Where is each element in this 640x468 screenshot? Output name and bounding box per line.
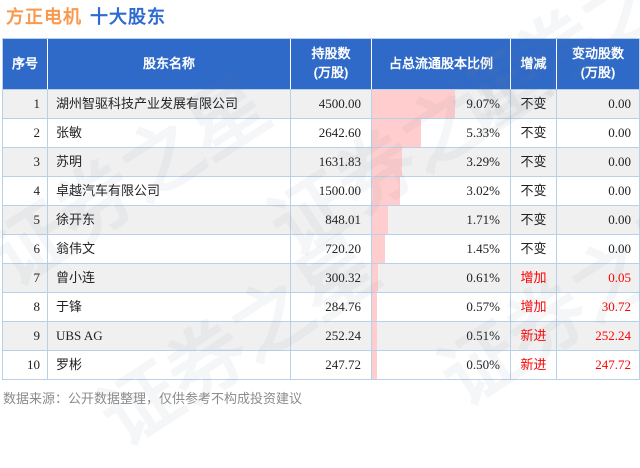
cell-change-direction: 不变 (511, 119, 557, 147)
cell-shares-held: 1500.00 (291, 177, 372, 205)
table-row: 4 卓越汽车有限公司 1500.00 3.02% 不变 0.00 (3, 176, 639, 205)
cell-shareholder-name: UBS AG (48, 322, 291, 350)
cell-percent-of-float: 3.02% (372, 177, 511, 205)
percent-bar (372, 119, 422, 147)
cell-shareholder-name: 罗彬 (48, 351, 291, 379)
table-row: 3 苏明 1631.83 3.29% 不变 0.00 (3, 147, 639, 176)
cell-shares-held: 720.20 (291, 235, 372, 263)
percent-bar (372, 293, 378, 321)
cell-change-shares: 30.72 (601, 299, 631, 314)
cell-shares-held: 300.32 (291, 264, 372, 292)
table-row: 5 徐开东 848.01 1.71% 不变 0.00 (3, 205, 639, 234)
cell-percent-of-float: 0.50% (372, 351, 511, 379)
table-row: 2 张敏 2642.60 5.33% 不变 0.00 (3, 118, 639, 147)
cell-change-shares: 0.00 (608, 212, 631, 227)
table-row: 1 湖州智驱科技产业发展有限公司 4500.00 9.07% 不变 0.00 (3, 89, 639, 118)
cell-shareholder-name: 徐开东 (48, 206, 291, 234)
stock-name: 方正电机 (6, 7, 82, 27)
header-percent-of-float: 占总流通股本比例 (372, 39, 511, 89)
percent-bar (372, 206, 388, 234)
percent-bar (372, 177, 400, 205)
cell-shareholder-name: 翁伟文 (48, 235, 291, 263)
header-shareholder-name: 股东名称 (48, 39, 291, 89)
cell-change-shares: 0.05 (608, 270, 631, 285)
cell-change-direction: 不变 (511, 90, 557, 118)
header-change-direction: 增减 (511, 39, 557, 89)
cell-rank: 7 (3, 264, 48, 292)
cell-rank: 1 (3, 90, 48, 118)
data-source-note: 数据来源：公开数据整理，仅供参考不构成投资建议 (3, 391, 303, 406)
cell-shareholder-name: 曾小连 (48, 264, 291, 292)
table-body: 1 湖州智驱科技产业发展有限公司 4500.00 9.07% 不变 0.00 2 张敏 2642… (3, 89, 639, 379)
cell-shares-held: 252.24 (291, 322, 372, 350)
cell-rank: 8 (3, 293, 48, 321)
shareholders-table: 序号 股东名称 持股数 (万股) 占总流通股本比例 增减 变动股数 (万股) 1 湖州智驱科… (2, 38, 640, 380)
cell-shareholder-name: 苏明 (48, 148, 291, 176)
cell-change-direction: 不变 (511, 177, 557, 205)
cell-percent-of-float: 0.61% (372, 264, 511, 292)
percent-bar (372, 148, 403, 176)
cell-shares-held: 1631.83 (291, 148, 372, 176)
cell-percent-of-float: 0.57% (372, 293, 511, 321)
cell-change-shares: 0.00 (608, 183, 631, 198)
cell-change-shares: 0.00 (608, 125, 631, 140)
cell-shareholder-name: 湖州智驱科技产业发展有限公司 (48, 90, 291, 118)
percent-bar (372, 264, 378, 292)
page-title: 方正电机 十大股东 (6, 3, 166, 29)
table-row: 10 罗彬 247.72 0.50% 新进 247.72 (3, 350, 639, 379)
cell-rank: 6 (3, 235, 48, 263)
cell-change-direction: 新进 (511, 351, 557, 379)
header-change-shares: 变动股数 (万股) (571, 46, 624, 80)
header-shares-held: 持股数 (万股) (291, 39, 372, 89)
cell-shares-held: 284.76 (291, 293, 372, 321)
cell-change-shares: 252.24 (595, 328, 631, 343)
cell-rank: 4 (3, 177, 48, 205)
cell-percent-of-float: 5.33% (372, 119, 511, 147)
cell-percent-of-float: 1.71% (372, 206, 511, 234)
cell-rank: 5 (3, 206, 48, 234)
cell-shareholder-name: 卓越汽车有限公司 (48, 177, 291, 205)
percent-bar (372, 322, 377, 350)
cell-rank: 10 (3, 351, 48, 379)
cell-change-shares: 0.00 (608, 241, 631, 256)
cell-shares-held: 2642.60 (291, 119, 372, 147)
cell-change-direction: 不变 (511, 206, 557, 234)
cell-change-shares: 247.72 (595, 357, 631, 372)
cell-shares-held: 247.72 (291, 351, 372, 379)
cell-change-shares: 0.00 (608, 154, 631, 169)
cell-change-direction: 不变 (511, 148, 557, 176)
header-rank: 序号 (3, 39, 48, 89)
cell-percent-of-float: 3.29% (372, 148, 511, 176)
cell-change-direction: 增加 (511, 293, 557, 321)
cell-shares-held: 4500.00 (291, 90, 372, 118)
percent-bar (372, 90, 456, 118)
table-row: 6 翁伟文 720.20 1.45% 不变 0.00 (3, 234, 639, 263)
cell-percent-of-float: 0.51% (372, 322, 511, 350)
table-header-row: 序号 股东名称 持股数 (万股) 占总流通股本比例 增减 变动股数 (万股) (3, 39, 639, 89)
cell-percent-of-float: 1.45% (372, 235, 511, 263)
cell-rank: 9 (3, 322, 48, 350)
percent-bar (372, 351, 377, 379)
cell-shareholder-name: 于锋 (48, 293, 291, 321)
table-row: 9 UBS AG 252.24 0.51% 新进 252.24 (3, 321, 639, 350)
cell-change-direction: 增加 (511, 264, 557, 292)
cell-change-direction: 新进 (511, 322, 557, 350)
cell-percent-of-float: 9.07% (372, 90, 511, 118)
table-row: 8 于锋 284.76 0.57% 增加 30.72 (3, 292, 639, 321)
cell-rank: 2 (3, 119, 48, 147)
table-row: 7 曾小连 300.32 0.61% 增加 0.05 (3, 263, 639, 292)
cell-shares-held: 848.01 (291, 206, 372, 234)
cell-shareholder-name: 张敏 (48, 119, 291, 147)
cell-rank: 3 (3, 148, 48, 176)
cell-change-shares: 0.00 (608, 96, 631, 111)
cell-change-direction: 不变 (511, 235, 557, 263)
percent-bar (372, 235, 386, 263)
title-suffix: 十大股东 (90, 7, 166, 27)
